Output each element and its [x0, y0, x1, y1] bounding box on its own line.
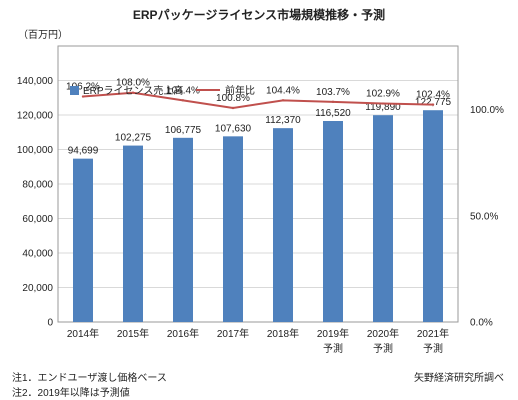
bar-value-label: 122,775: [415, 97, 452, 108]
footnote-1: 注1．エンドユーザ渡し価格ベース: [12, 373, 167, 384]
x-tick-label: 2018年: [267, 327, 299, 340]
y2-tick-label: 0.0%: [470, 318, 493, 329]
bar-value-label: 116,520: [315, 108, 351, 119]
legend-label-line: 前年比: [225, 84, 255, 97]
bar: [73, 158, 93, 322]
line-point: [181, 99, 185, 102]
line-yoy: [82, 91, 434, 110]
x-tick-sublabel: 予測: [423, 342, 443, 355]
x-tick-label: 2015年: [117, 327, 149, 340]
legend: ERPライセンス売上高 前年比: [70, 84, 255, 97]
line-value-label: 103.7%: [316, 87, 350, 98]
source-credit: 矢野経済研究所調べ: [414, 373, 504, 384]
x-tick-label: 2016年: [167, 327, 199, 340]
x-tick-label: 2017年: [217, 327, 249, 340]
line-point: [331, 100, 335, 104]
y-tick-label: 120,000: [17, 111, 54, 122]
chart-title: ERPパッケージライセンス市場規模推移・予測: [132, 8, 386, 22]
line-value-label: 104.4%: [266, 85, 300, 96]
line-point: [431, 103, 435, 106]
bar-value-label: 94,699: [68, 146, 99, 157]
y-tick-label: 140,000: [17, 76, 54, 87]
bar: [323, 121, 343, 323]
bar-value-label: 107,630: [215, 123, 252, 134]
line-value-label: 106.2%: [66, 82, 100, 93]
x-tick-sublabel: 予測: [323, 342, 343, 355]
bar: [423, 110, 443, 322]
x-tick-label: 2019年: [317, 327, 349, 340]
line-point: [381, 102, 385, 105]
x-tick-label: 2014年: [67, 327, 99, 340]
bar: [173, 137, 193, 322]
y-tick-label: 20,000: [22, 283, 53, 294]
line-point: [131, 91, 135, 94]
legend-swatch-bar: [70, 86, 79, 95]
y-tick-label: 0: [47, 318, 53, 329]
x-tick-sublabel: 予測: [373, 342, 393, 355]
bar-value-label: 106,775: [165, 125, 202, 136]
bar: [373, 115, 393, 322]
line-value-label: 102.9%: [366, 89, 400, 100]
y-axis-label: （百万円）: [18, 29, 68, 41]
line-point: [231, 106, 235, 110]
legend-label-bar: ERPライセンス売上高: [83, 84, 183, 97]
plot-frame: [57, 45, 459, 323]
bar-series: 94,699 102,275 106,775 107,630 112,370 116,52…: [68, 97, 452, 323]
line-series: 106.2% 108.0% 104.4% 100.8% 104.4% 103.7% 102.…: [66, 78, 450, 110]
x-tick-label: 2021年: [417, 327, 449, 340]
y-tick-label: 100,000: [17, 145, 54, 156]
x-tick-label: 2020年: [367, 327, 399, 340]
footnote-2: 注2．2019年以降は予測値: [12, 388, 130, 399]
y-tick-label: 60,000: [22, 214, 53, 225]
y-tick-label: 40,000: [22, 249, 53, 260]
line-point: [81, 95, 85, 98]
bar: [273, 128, 293, 322]
axes: 0 20,000 40,000 60,000 80,000 100,000 120,000 1…: [17, 29, 504, 355]
y2-tick-label: 50.0%: [470, 211, 498, 222]
line-value-label: 108.0%: [116, 78, 150, 89]
line-value-label: 100.8%: [216, 93, 250, 104]
bar: [123, 145, 143, 322]
line-value-label: 104.4%: [166, 85, 200, 96]
line-point: [281, 99, 285, 102]
bar-value-label: 102,275: [115, 133, 152, 144]
bar: [223, 136, 243, 322]
bar-value-label: 119,890: [365, 102, 401, 113]
y2-tick-label: 100.0%: [470, 105, 504, 116]
y-tick-label: 80,000: [22, 180, 53, 191]
bar-value-label: 112,370: [265, 115, 301, 126]
line-value-label: 102.4%: [416, 90, 450, 101]
